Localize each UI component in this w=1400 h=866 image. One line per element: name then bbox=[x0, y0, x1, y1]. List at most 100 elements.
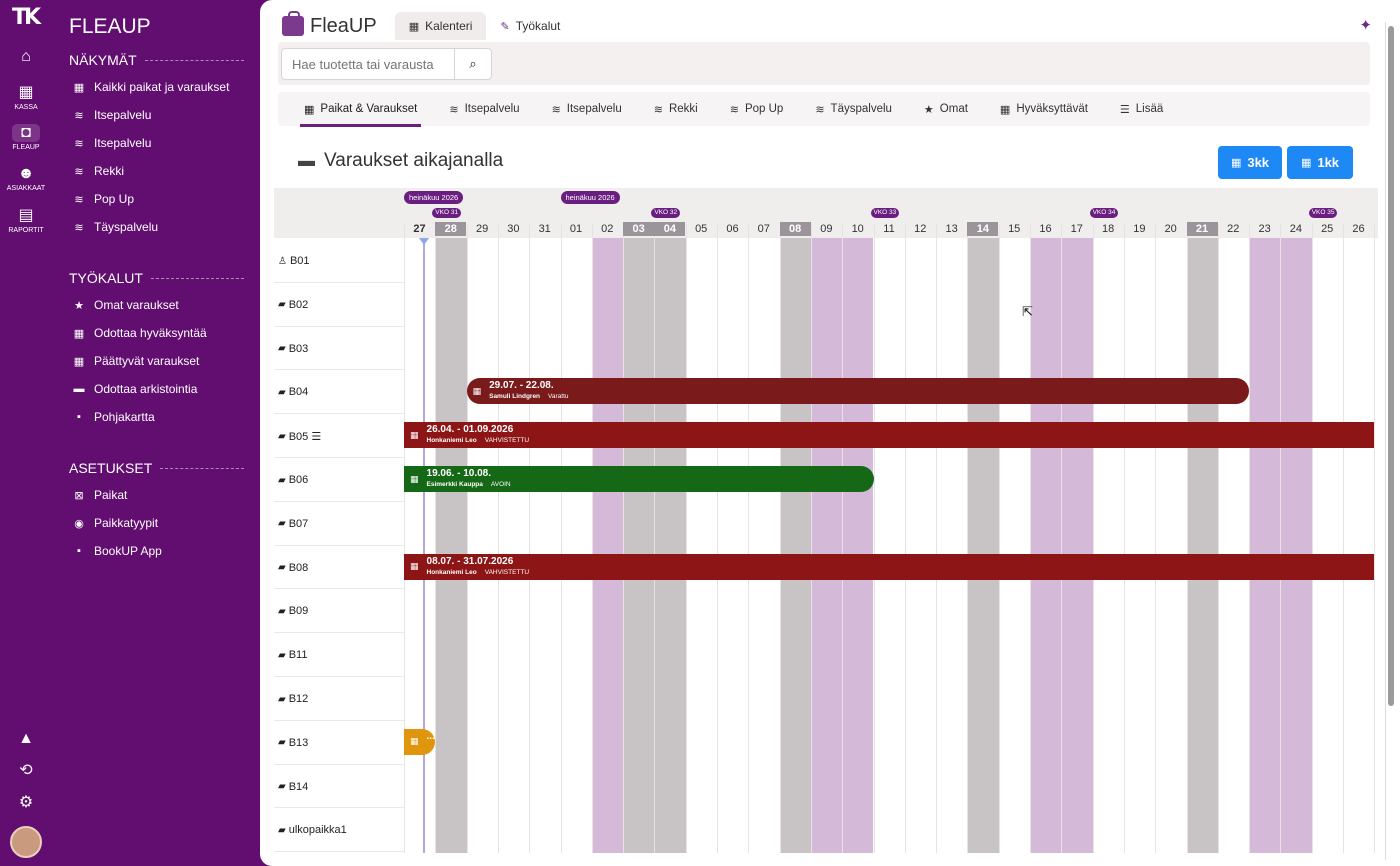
tab-label: Pop Up bbox=[744, 103, 784, 115]
menu-item[interactable]: ⊠ Paikat bbox=[72, 486, 127, 504]
timeline[interactable]: ♙ B01 ▰ B02 ▰ B03 ▰ B04 ▰ B05 ☰ ▰ B06 ▰ B07 ▰ B08 ▰ B09 ▰ B… bbox=[274, 188, 1378, 853]
grid-line bbox=[936, 224, 938, 853]
scrollbar-thumb[interactable] bbox=[1388, 26, 1394, 706]
app-brand[interactable]: FleaUP bbox=[282, 11, 377, 38]
menu-item[interactable]: ▦ Päättyvät varaukset bbox=[72, 352, 200, 370]
row-label[interactable]: ▰ B13 bbox=[278, 736, 308, 750]
tab-icon: ▦ bbox=[304, 103, 315, 116]
magic-wand-icon[interactable]: ✦ bbox=[1359, 17, 1372, 34]
rail-asiakkaat[interactable]: ☻ ASIAKKAAT bbox=[0, 165, 52, 193]
row-label[interactable]: ▰ B03 bbox=[278, 342, 308, 356]
rail-fleaup[interactable]: ◘ FLEAUP bbox=[0, 124, 52, 152]
rail-asiakkaat-label: ASIAKKAAT bbox=[6, 185, 46, 192]
menu-item-icon: ⊠ bbox=[74, 489, 84, 502]
tab-view-0[interactable]: ▦ Paikat & Varaukset bbox=[288, 92, 433, 127]
tab-view-5[interactable]: ≋ Täyspalvelu bbox=[799, 92, 908, 126]
menu-item-icon: ▦ bbox=[73, 81, 85, 94]
day-label: 29 bbox=[475, 223, 489, 235]
booking-dates: 29.07. - 22.08. bbox=[489, 380, 554, 392]
menu-section-0: NÄKYMÄT bbox=[69, 52, 244, 68]
rail-raportit[interactable]: ▤ RAPORTIT bbox=[0, 207, 52, 235]
booking-dates: 19.06. - 10.08. bbox=[426, 468, 492, 479]
person-icon: ♙ bbox=[278, 255, 287, 267]
row-label[interactable]: ▰ ulkopaikka1 bbox=[278, 823, 347, 837]
row-label[interactable]: ▰ B12 bbox=[278, 692, 308, 706]
rail-refresh[interactable]: ⟲ bbox=[0, 762, 52, 780]
menu-item[interactable]: ≋ Rekki bbox=[72, 162, 124, 180]
search-input[interactable] bbox=[281, 48, 454, 80]
menu-item[interactable]: ▬ Odottaa arkistointia bbox=[72, 380, 198, 398]
menu-item[interactable]: ≋ Itsepalvelu bbox=[72, 134, 151, 152]
booking-bar[interactable]: ▦... bbox=[404, 728, 436, 755]
search-button[interactable]: ⌕ bbox=[454, 48, 492, 80]
booking-bar[interactable]: ▦ 29.07. - 22.08. Samuli Lindgren Varattu bbox=[466, 378, 1250, 405]
calendar-icon: ▦ bbox=[410, 473, 419, 484]
grid-line bbox=[1280, 224, 1282, 853]
row-label[interactable]: ▰ B06 bbox=[278, 473, 308, 487]
tab-view-8[interactable]: ☰ Lisää bbox=[1104, 92, 1179, 126]
row-label-text: B08 bbox=[288, 561, 309, 574]
row-label[interactable]: ▰ B04 bbox=[278, 385, 308, 399]
menu-item[interactable]: ◉ Paikkatyypit bbox=[72, 514, 158, 532]
menu-item-label: Päättyvät varaukset bbox=[94, 354, 200, 368]
tab-view-3[interactable]: ≋ Rekki bbox=[638, 92, 714, 126]
app-logo[interactable]: TK bbox=[12, 5, 41, 30]
menu-item-icon: ▦ bbox=[73, 327, 85, 340]
row-label[interactable]: ▰ B14 bbox=[278, 780, 308, 794]
menu-item[interactable]: ▪ Pohjakartta bbox=[72, 408, 155, 426]
tab-kalenteri[interactable]: ▦ Kalenteri bbox=[394, 12, 487, 40]
booking-dates: 08.07. - 31.07.2026 bbox=[426, 555, 514, 567]
menu-item-icon: ◉ bbox=[74, 517, 84, 530]
rail-notifications[interactable]: ▲ bbox=[0, 730, 52, 748]
scrollbar[interactable] bbox=[1385, 22, 1395, 860]
rail-settings[interactable]: ⚙ bbox=[0, 794, 52, 812]
menu-item[interactable]: ≋ Itsepalvelu bbox=[72, 106, 151, 124]
menu-item-label: Pohjakartta bbox=[94, 410, 155, 424]
weekend-column bbox=[591, 238, 624, 853]
home-icon: ⌂ bbox=[21, 48, 31, 65]
grid-line bbox=[623, 224, 625, 853]
row-label[interactable]: ▰ B07 bbox=[278, 517, 308, 531]
tab-tyokalut[interactable]: ✎ Työkalut bbox=[486, 12, 574, 40]
avatar[interactable] bbox=[10, 826, 42, 858]
row-label[interactable]: ▰ B09 bbox=[278, 604, 308, 618]
tab-view-1[interactable]: ≋ Itsepalvelu bbox=[433, 92, 535, 126]
booking-bar[interactable]: ▦ 08.07. - 31.07.2026 Honkaniemi Leo VAHVIS… bbox=[404, 553, 1375, 580]
row-divider bbox=[274, 632, 404, 634]
row-label[interactable]: ▰ B08 bbox=[278, 561, 308, 575]
menu-item[interactable]: ▦ Odottaa hyväksyntää bbox=[72, 324, 207, 342]
row-label[interactable]: ▰ B02 bbox=[278, 298, 308, 312]
kassa-icon: ▦ bbox=[18, 84, 34, 101]
booking-bar[interactable]: ▦ 19.06. - 10.08. Esimerkki Kauppa AVOIN bbox=[404, 466, 874, 492]
menu-item[interactable]: ▪ BookUP App bbox=[72, 542, 162, 560]
tab-view-4[interactable]: ≋ Pop Up bbox=[714, 92, 800, 126]
booking-bar[interactable]: ▦ 26.04. - 01.09.2026 Honkaniemi Leo VAHVIS… bbox=[404, 422, 1375, 449]
tab-view-7[interactable]: ▦ Hyväksyttävät bbox=[984, 92, 1104, 126]
row-label-text: B03 bbox=[288, 342, 309, 355]
day-label: 12 bbox=[914, 223, 927, 235]
menu-item[interactable]: ≋ Täyspalvelu bbox=[72, 218, 158, 236]
rail-kassa[interactable]: ▦ KASSA bbox=[0, 84, 52, 112]
tab-view-2[interactable]: ≋ Itsepalvelu bbox=[536, 92, 638, 126]
side-menu: FLEAUP NÄKYMÄT ▦ Kaikki paikat ja varaukse… bbox=[52, 0, 260, 866]
menu-item-label: Täyspalvelu bbox=[94, 220, 159, 234]
row-divider bbox=[274, 500, 404, 502]
booking-status: AVOIN bbox=[490, 481, 511, 488]
stall-icon: ▰ bbox=[278, 562, 286, 574]
menu-item[interactable]: ★ Omat varaukset bbox=[72, 296, 179, 314]
row-label[interactable]: ▰ B11 bbox=[278, 648, 307, 662]
zoom-1kk-button[interactable]: ▦ 1kk bbox=[1287, 146, 1353, 179]
row-label[interactable]: ♙ B01 bbox=[278, 254, 310, 268]
tab-view-6[interactable]: ★ Omat bbox=[908, 92, 984, 126]
row-divider bbox=[274, 719, 404, 721]
weekend-column bbox=[1030, 238, 1062, 853]
menu-item[interactable]: ▦ Kaikki paikat ja varaukset bbox=[72, 78, 230, 96]
row-label[interactable]: ▰ B05 ☰ bbox=[278, 429, 321, 443]
day-label: 14 bbox=[967, 222, 999, 236]
zoom-3kk-button[interactable]: ▦ 3kk bbox=[1218, 146, 1282, 179]
rail-home[interactable]: ⌂ bbox=[0, 48, 52, 66]
menu-item[interactable]: ≋ Pop Up bbox=[72, 190, 134, 208]
day-label: 26 bbox=[1352, 223, 1365, 235]
top-bar: FleaUP ▦ Kalenteri ✎ Työkalut ✦ bbox=[282, 11, 1372, 40]
day-label: 05 bbox=[695, 223, 708, 235]
